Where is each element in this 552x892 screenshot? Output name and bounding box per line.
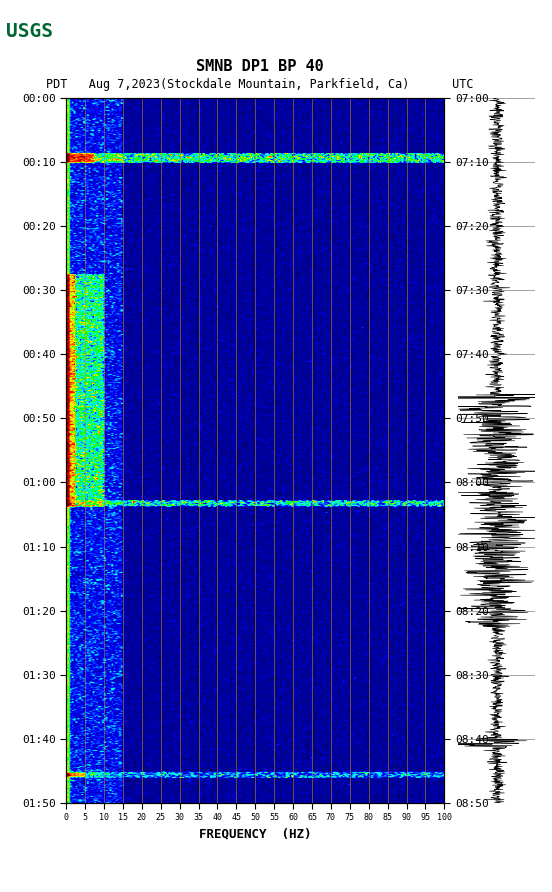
Text: PDT   Aug 7,2023(Stockdale Mountain, Parkfield, Ca)      UTC: PDT Aug 7,2023(Stockdale Mountain, Parkf… xyxy=(46,78,473,91)
Text: USGS: USGS xyxy=(6,22,52,41)
Text: SMNB DP1 BP 40: SMNB DP1 BP 40 xyxy=(195,60,323,74)
X-axis label: FREQUENCY  (HZ): FREQUENCY (HZ) xyxy=(199,828,311,841)
